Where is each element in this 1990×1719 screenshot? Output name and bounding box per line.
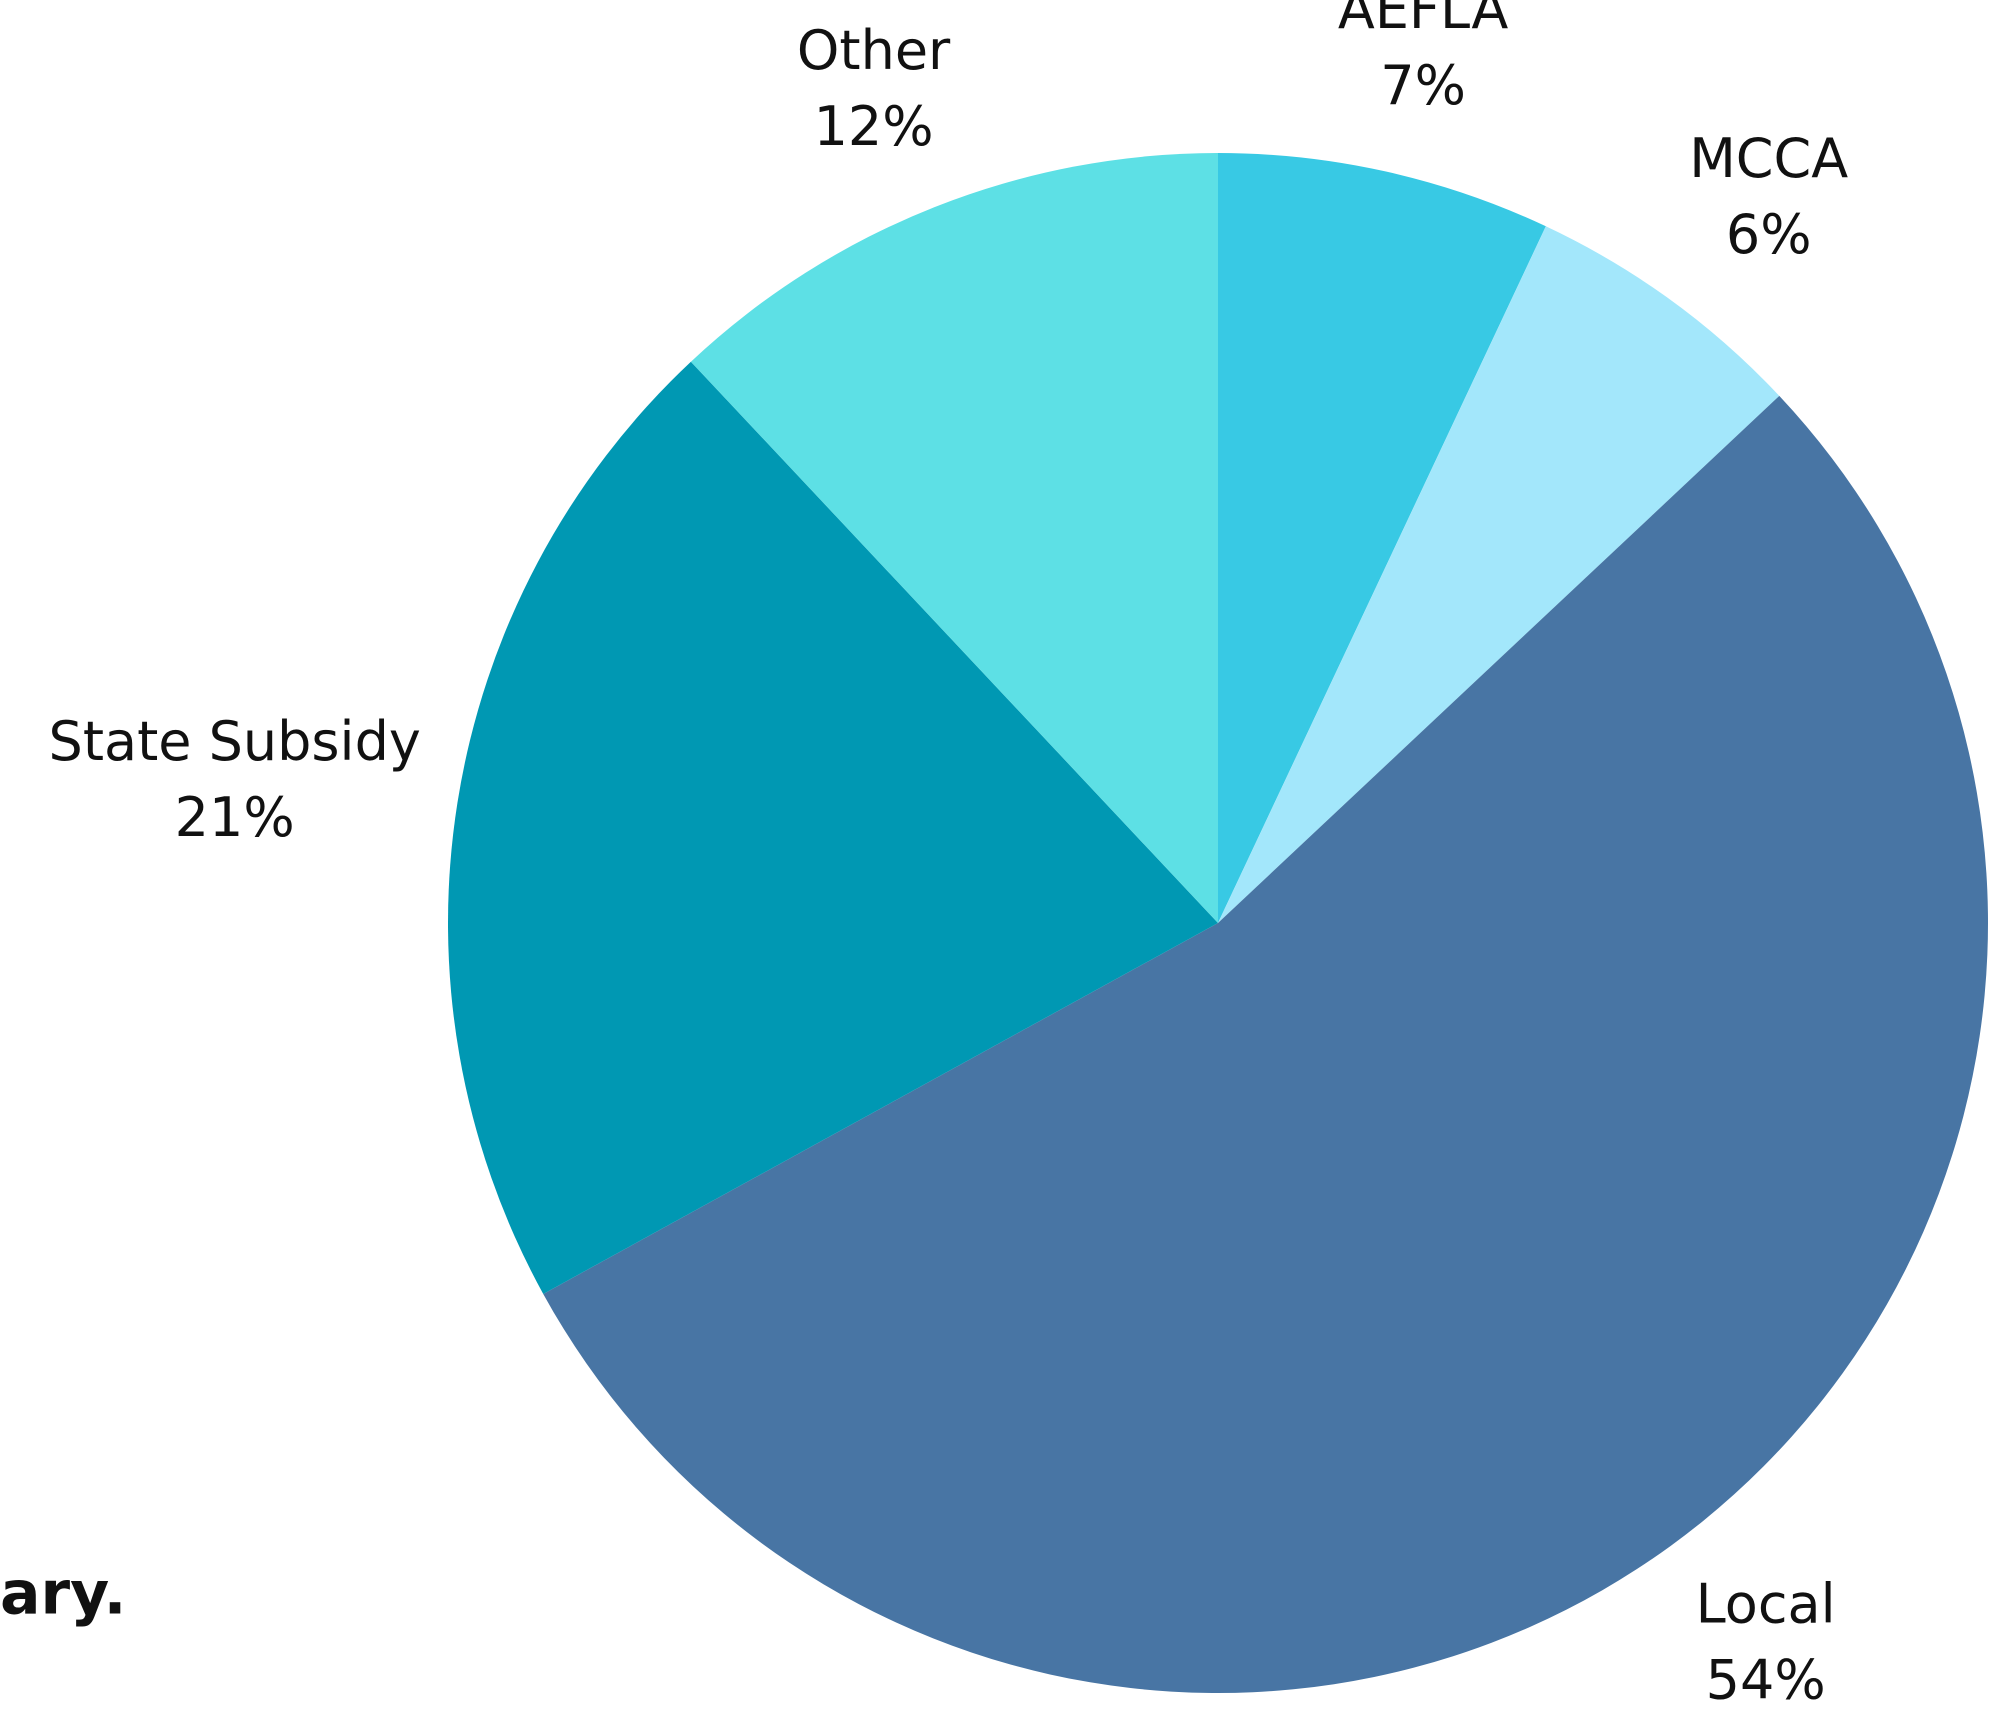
slice-label: State Subsidy 21% <box>49 710 421 849</box>
pie-slice <box>543 395 1988 1694</box>
category-label: Other <box>797 19 951 82</box>
slice-label: AEFLA 7% <box>1338 0 1508 117</box>
value-label: 21% <box>175 786 295 849</box>
category-label: State Subsidy <box>49 710 421 773</box>
value-label: 54% <box>1706 1648 1826 1711</box>
pie-slice <box>1218 226 1780 923</box>
slice-label: Local 54% <box>1696 1572 1836 1711</box>
value-label: 12% <box>814 95 934 158</box>
category-label: Local <box>1696 1572 1836 1635</box>
category-label: MCCA <box>1689 127 1848 190</box>
slice-label: MCCA 6% <box>1689 127 1848 266</box>
pie-slice <box>448 361 1218 1294</box>
category-label: AEFLA <box>1338 0 1508 41</box>
value-label: 7% <box>1380 54 1466 117</box>
pie-slice <box>1218 153 1546 923</box>
slice-label: Other 12% <box>797 19 951 158</box>
value-label: 6% <box>1726 203 1812 266</box>
pie-slice <box>690 153 1218 923</box>
fragment-text: ary. <box>0 1559 126 1629</box>
